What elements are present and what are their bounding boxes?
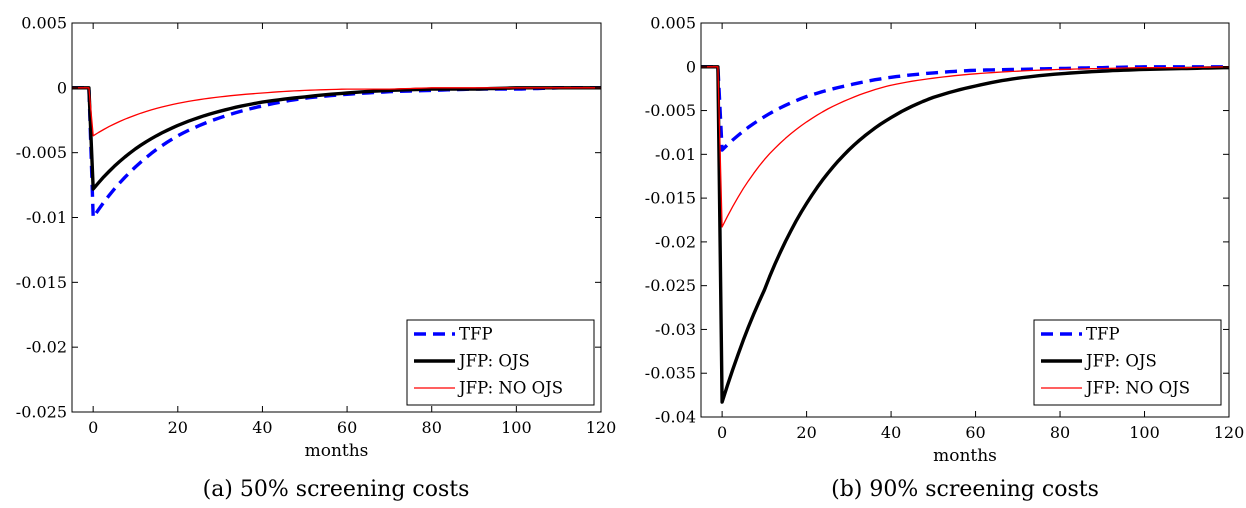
- series-line-jfp-ojs: [701, 65, 1229, 404]
- y-tick-label: -0.03: [655, 320, 696, 339]
- legend-label-jfp-no-ojs: JFP: NO OJS: [1084, 379, 1190, 398]
- y-tick-label: -0.025: [645, 276, 696, 295]
- y-tick-label: 0: [686, 57, 696, 76]
- series-line-tfp: [701, 65, 1229, 152]
- legend-label-jfp-ojs: JFP: OJS: [457, 352, 530, 371]
- x-tick-label: 60: [337, 418, 357, 437]
- y-tick-label: -0.025: [16, 403, 67, 422]
- x-tick-label: 100: [1129, 423, 1160, 442]
- y-tick-label: -0.01: [655, 145, 696, 164]
- series-line-jfp-no-ojs: [72, 87, 601, 137]
- x-tick-label: 80: [1050, 423, 1070, 442]
- panel-caption: (a) 50% screening costs: [203, 477, 470, 502]
- x-tick-label: 80: [422, 418, 442, 437]
- y-tick-label: 0: [57, 78, 67, 97]
- y-tick-label: -0.005: [16, 143, 67, 162]
- legend-label-jfp-no-ojs: JFP: NO OJS: [457, 379, 563, 398]
- y-tick-label: -0.015: [645, 189, 696, 208]
- x-axis-label: months: [305, 441, 369, 461]
- x-tick-label: 120: [1214, 423, 1245, 442]
- y-tick-label: -0.015: [16, 273, 67, 292]
- legend-label-tfp: TFP: [1086, 325, 1120, 344]
- y-tick-label: -0.035: [645, 364, 696, 383]
- legend-label-jfp-ojs: JFP: OJS: [1084, 352, 1157, 371]
- legend: TFP JFP: OJS JFP: NO OJS: [1033, 319, 1222, 406]
- x-tick-label: 40: [252, 418, 272, 437]
- y-tick-label: 0.005: [650, 14, 696, 33]
- y-tick-label: -0.005: [645, 101, 696, 120]
- series-line-jfp-ojs: [72, 86, 601, 191]
- x-tick-label: 100: [501, 418, 532, 437]
- series-line-tfp: [72, 86, 601, 220]
- panel-caption: (b) 90% screening costs: [831, 477, 1099, 502]
- y-tick-label: -0.02: [26, 338, 67, 357]
- panel-b-chart: 0 20 40 60 80 100 120 0.005 0 -0.005 -0.01 -0.015 -0…: [645, 14, 1244, 503]
- y-tick-label: -0.04: [655, 408, 696, 427]
- y-tick-label: 0.005: [21, 14, 67, 33]
- x-axis-label: months: [933, 446, 997, 466]
- x-tick-label: 0: [88, 418, 98, 437]
- x-tick-label: 120: [586, 418, 617, 437]
- panel-a-chart: 0 20 40 60 80 100 120 0.005 0 -0.005 -0.01 -0.015 -0…: [16, 14, 616, 503]
- x-tick-label: 0: [717, 423, 727, 442]
- x-tick-label: 40: [881, 423, 901, 442]
- y-tick-label: -0.01: [26, 208, 67, 227]
- series-line-jfp-no-ojs: [701, 66, 1230, 228]
- axes-box: [700, 22, 1230, 418]
- x-tick-label: 20: [796, 423, 816, 442]
- x-tick-label: 20: [168, 418, 188, 437]
- y-tick-label: -0.02: [655, 232, 696, 251]
- legend-label-tfp: TFP: [459, 325, 493, 344]
- legend: TFP JFP: OJS JFP: NO OJS: [406, 319, 595, 406]
- x-tick-label: 60: [965, 423, 985, 442]
